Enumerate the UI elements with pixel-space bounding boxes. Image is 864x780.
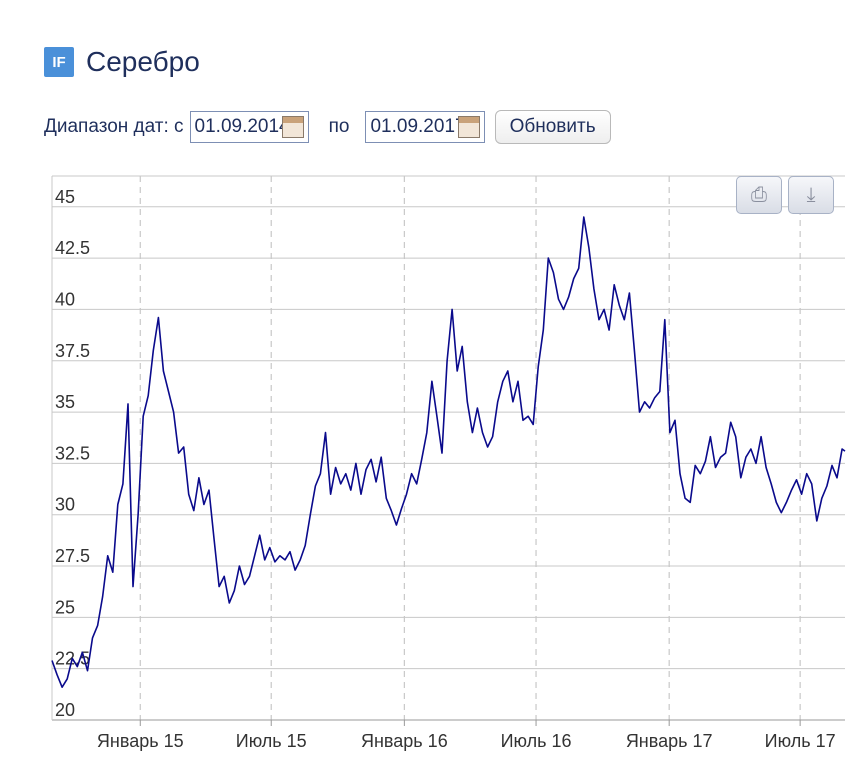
date-to-label: по (328, 116, 350, 137)
x-tick-label: Январь 15 (97, 731, 184, 751)
series-group (51, 216, 846, 688)
x-tick-label: Январь 17 (626, 731, 713, 751)
y-tick-label: 20 (55, 700, 75, 720)
y-tick-label: 42.5 (55, 238, 90, 258)
y-tick-label: 25 (55, 597, 75, 617)
horizontal-gridlines (52, 206, 845, 721)
series-line (51, 216, 846, 688)
x-tick-label: Январь 16 (361, 731, 448, 751)
calendar-icon[interactable] (457, 116, 480, 138)
x-tick-label: Июль 15 (236, 731, 307, 751)
date-to-field[interactable]: 01.09.2017 (365, 111, 485, 143)
date-range-label: Диапазон дат: с (44, 116, 184, 137)
header: IF Серебро (44, 42, 200, 82)
refresh-button[interactable]: Обновить (494, 110, 611, 144)
date-from-field[interactable]: 01.09.2014 (189, 111, 309, 143)
print-button[interactable]: ⎙ (736, 176, 782, 214)
date-from-value: 01.09.2014 (194, 116, 290, 137)
y-tick-label: 32.5 (55, 443, 90, 463)
y-tick-label: 37.5 (55, 341, 90, 361)
download-button[interactable]: ⤓ (788, 176, 834, 214)
y-tick-label: 45 (55, 187, 75, 207)
vertical-gridlines (139, 176, 801, 726)
x-tick-label: Июль 17 (765, 731, 836, 751)
y-tick-label: 35 (55, 392, 75, 412)
y-tick-label: 30 (55, 495, 75, 515)
y-tick-label: 40 (55, 289, 75, 309)
x-tick-labels: Январь 15 Июль 15 Январь 16 Июль 16 Январь 1… (97, 731, 836, 751)
calendar-icon[interactable] (281, 116, 304, 138)
printer-icon: ⎙ (751, 183, 767, 206)
x-tick-label: Июль 16 (501, 731, 572, 751)
interfax-logo: IF (44, 47, 74, 77)
date-to-value: 01.09.2017 (370, 116, 466, 137)
download-icon: ⤓ (806, 183, 816, 206)
y-tick-label: 27.5 (55, 546, 90, 566)
page-title: Серебро (86, 46, 200, 77)
date-range-bar: Диапазон дат: с 01.09.2014 по 01.09.2017… (44, 109, 611, 145)
